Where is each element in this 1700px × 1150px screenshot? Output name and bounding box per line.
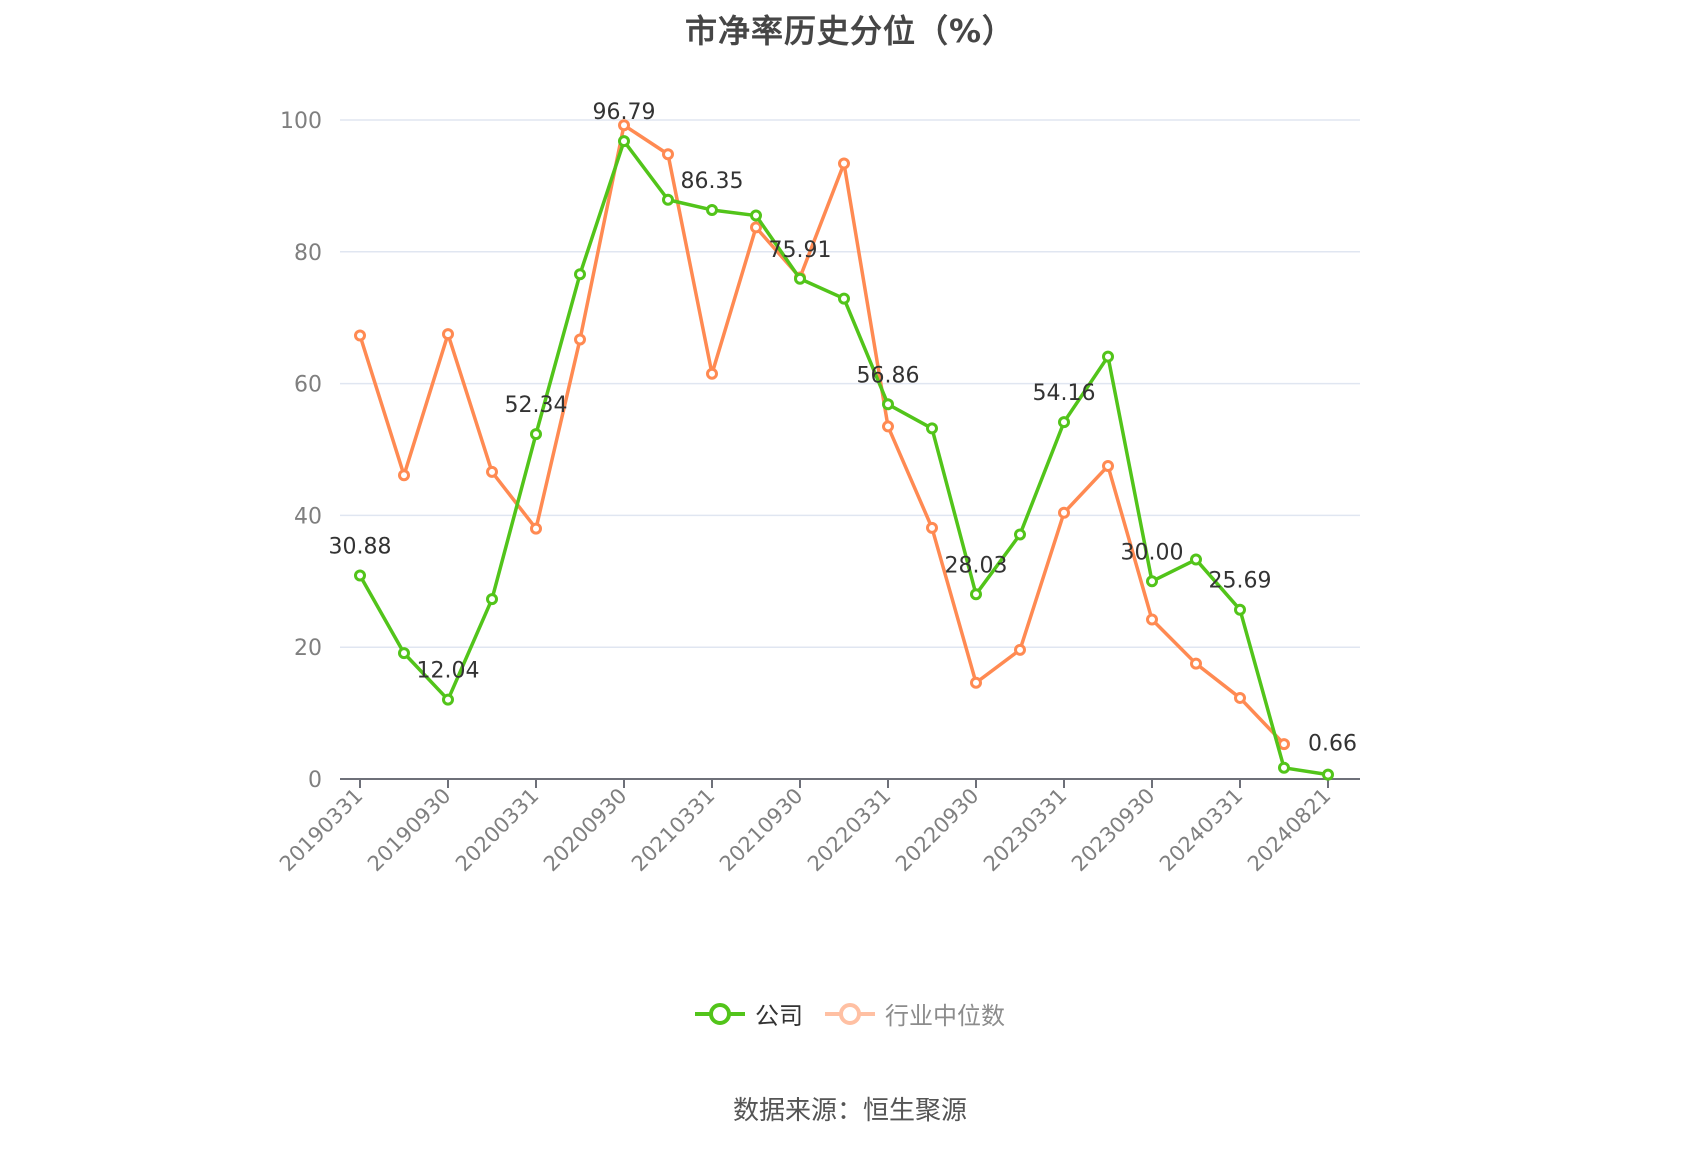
legend-industry-line-icon xyxy=(825,1002,875,1025)
data-point[interactable] xyxy=(486,593,498,606)
x-tick-label: 20200331 xyxy=(451,784,544,877)
data-point[interactable] xyxy=(970,676,982,689)
data-point[interactable] xyxy=(970,588,982,601)
data-point[interactable] xyxy=(750,209,762,222)
data-point[interactable] xyxy=(574,268,586,281)
data-point[interactable] xyxy=(706,203,718,216)
data-point[interactable] xyxy=(1102,350,1114,363)
data-point[interactable] xyxy=(442,693,454,706)
data-label: 86.35 xyxy=(681,169,744,194)
line-chart: 0 20 40 60 80 100 2019033120190930202003312020… xyxy=(275,100,1360,877)
data-point[interactable] xyxy=(750,221,762,234)
data-point[interactable] xyxy=(1278,761,1290,774)
series-company xyxy=(354,135,1334,781)
legend: 公司 行业中位数 xyxy=(0,996,1700,1031)
data-point[interactable] xyxy=(926,521,938,534)
x-tick-label: 20240821 xyxy=(1243,784,1336,877)
data-point[interactable] xyxy=(882,420,894,433)
legend-company-line-icon xyxy=(695,1002,745,1025)
data-point[interactable] xyxy=(354,329,366,342)
data-label: 75.91 xyxy=(769,238,832,263)
data-point[interactable] xyxy=(618,119,630,132)
data-point[interactable] xyxy=(530,522,542,535)
x-tick-label: 20210331 xyxy=(627,784,720,877)
data-label: 28.03 xyxy=(945,553,1008,578)
data-point[interactable] xyxy=(398,469,410,482)
data-label: 0.66 xyxy=(1308,732,1357,757)
legend-item-industry-median[interactable]: 行业中位数 xyxy=(825,996,1005,1031)
y-tick-label: 100 xyxy=(280,109,322,134)
data-point[interactable] xyxy=(1058,506,1070,519)
data-point[interactable] xyxy=(530,428,542,441)
y-tick-label: 80 xyxy=(294,241,322,266)
data-point[interactable] xyxy=(838,157,850,170)
data-point[interactable] xyxy=(1146,575,1158,588)
data-point[interactable] xyxy=(1190,553,1202,566)
data-point[interactable] xyxy=(926,422,938,435)
legend-label-company: 公司 xyxy=(755,1002,803,1030)
data-point[interactable] xyxy=(662,148,674,161)
data-point[interactable] xyxy=(1102,459,1114,472)
data-label: 52.34 xyxy=(505,393,568,418)
data-label: 30.88 xyxy=(329,535,392,560)
x-axis: 2019033120190930202003312020093020210331… xyxy=(275,778,1360,877)
data-point[interactable] xyxy=(1014,643,1026,656)
data-point[interactable] xyxy=(662,193,674,206)
x-tick-label: 20230930 xyxy=(1067,784,1160,877)
data-point[interactable] xyxy=(1322,768,1334,781)
data-label: 25.69 xyxy=(1209,569,1272,594)
y-tick-label: 40 xyxy=(294,504,322,529)
data-point[interactable] xyxy=(1278,738,1290,751)
series-industry-median xyxy=(354,119,1290,751)
data-label: 12.04 xyxy=(417,659,480,684)
data-label: 96.79 xyxy=(593,100,656,125)
y-gridlines: 0 20 40 60 80 100 xyxy=(280,109,1360,793)
chart-title: 市净率历史分位（%） xyxy=(684,12,1016,50)
legend-item-company[interactable]: 公司 xyxy=(695,996,803,1031)
data-label: 56.86 xyxy=(857,363,920,388)
x-tick-label: 20230331 xyxy=(979,784,1072,877)
data-label: 54.16 xyxy=(1033,381,1096,406)
x-tick-label: 20210930 xyxy=(715,784,808,877)
data-point[interactable] xyxy=(794,272,806,285)
data-point[interactable] xyxy=(838,292,850,305)
data-point[interactable] xyxy=(1058,416,1070,429)
data-point[interactable] xyxy=(882,398,894,411)
data-point[interactable] xyxy=(486,465,498,478)
data-point[interactable] xyxy=(442,328,454,341)
data-label: 30.00 xyxy=(1121,540,1184,565)
x-tick-label: 20240331 xyxy=(1155,784,1248,877)
y-tick-label: 20 xyxy=(294,636,322,661)
legend-label-industry-median: 行业中位数 xyxy=(885,1002,1005,1030)
x-tick-label: 20200930 xyxy=(539,784,632,877)
data-point[interactable] xyxy=(706,367,718,380)
data-labels: 30.88 12.04 52.34 96.79 86.35 75.91 56.86 28.03… xyxy=(329,100,1357,756)
x-tick-label: 20190331 xyxy=(275,784,368,877)
data-point[interactable] xyxy=(618,135,630,148)
y-tick-label: 0 xyxy=(308,768,322,793)
data-point[interactable] xyxy=(574,333,586,346)
data-point[interactable] xyxy=(1014,528,1026,541)
data-point[interactable] xyxy=(1190,657,1202,670)
x-tick-label: 20190930 xyxy=(363,784,456,877)
x-tick-label: 20220331 xyxy=(803,784,896,877)
data-point[interactable] xyxy=(1234,691,1246,704)
data-point[interactable] xyxy=(398,647,410,660)
x-tick-label: 20220930 xyxy=(891,784,984,877)
data-point[interactable] xyxy=(354,569,366,582)
data-source-note: 数据来源：恒生聚源 xyxy=(732,1096,967,1126)
data-point[interactable] xyxy=(1234,603,1246,616)
y-tick-label: 60 xyxy=(294,373,322,398)
data-point[interactable] xyxy=(1146,613,1158,626)
